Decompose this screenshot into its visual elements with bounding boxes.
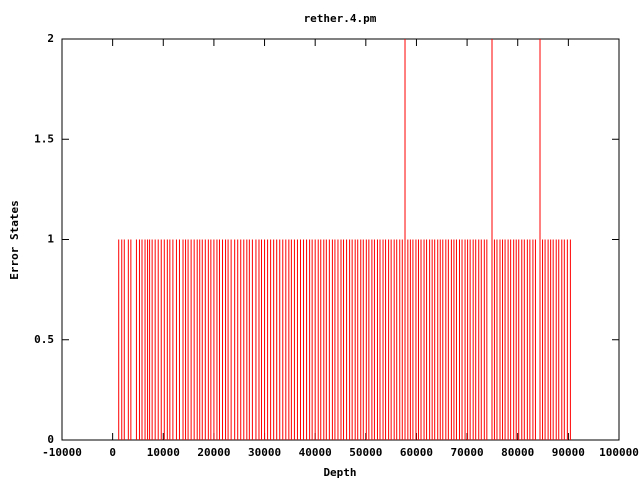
x-tick-label: 90000 bbox=[552, 446, 585, 459]
chart-title: rether.4.pm bbox=[304, 12, 377, 25]
x-tick-label: 100000 bbox=[599, 446, 639, 459]
y-tick-label: 0 bbox=[47, 433, 54, 446]
x-tick-label: 20000 bbox=[197, 446, 230, 459]
x-tick-label: 50000 bbox=[349, 446, 382, 459]
y-tick-label: 2 bbox=[47, 32, 54, 45]
x-axis-label: Depth bbox=[323, 466, 356, 479]
x-tick-label: 70000 bbox=[451, 446, 484, 459]
x-tick-label: 10000 bbox=[147, 446, 180, 459]
y-tick-label: 1 bbox=[47, 233, 54, 246]
x-tick-label: 60000 bbox=[400, 446, 433, 459]
x-tick-label: 80000 bbox=[501, 446, 534, 459]
x-tick-label: 40000 bbox=[299, 446, 332, 459]
y-tick-label: 1.5 bbox=[34, 132, 54, 145]
y-axis-label: Error States bbox=[8, 200, 21, 279]
x-tick-label: 30000 bbox=[248, 446, 281, 459]
y-tick-label: 0.5 bbox=[34, 333, 54, 346]
x-tick-label: 0 bbox=[109, 446, 116, 459]
x-tick-label: -10000 bbox=[42, 446, 82, 459]
